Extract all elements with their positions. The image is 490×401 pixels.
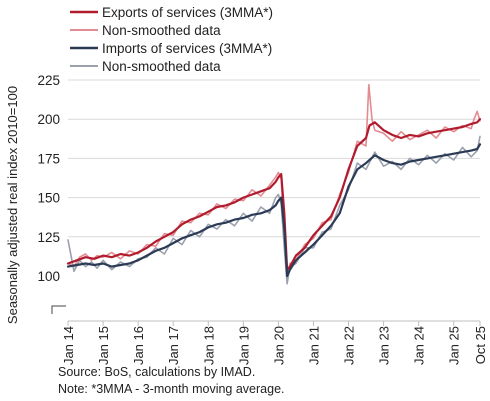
x-tick-label: Jan 17 (166, 326, 181, 365)
y-axis-label: Seasonally adjusted real index 2010=100 (5, 86, 20, 324)
legend-imports-non-smoothed-label: Non-smoothed data (102, 59, 221, 74)
y-tick-label: 225 (37, 73, 60, 88)
x-tick-label: Jan 23 (377, 326, 392, 365)
x-tick-label: Jan 22 (342, 326, 357, 365)
source-note: Source: BoS, calculations by IMAD. (58, 365, 256, 379)
x-axis: Jan 14 Jan 15 Jan 16 Jan 17 Jan 18 Jan 19 Jan … (61, 320, 488, 365)
legend-exports-3mma-label: Exports of services (3MMA*) (102, 5, 273, 20)
x-tick-label: Jan 21 (306, 326, 321, 365)
y-tick-label: 100 (37, 269, 60, 284)
footnote: Note: *3MMA - 3-month moving average. (58, 382, 285, 396)
x-tick-label: Jan 16 (131, 326, 146, 365)
exports-3mma-line (66, 118, 482, 271)
y-tick-label: 175 (37, 151, 60, 166)
y-axis: 100 125 150 175 200 225 (37, 73, 66, 314)
grid (68, 79, 480, 238)
x-tick-label: Oct 25 (473, 326, 488, 364)
x-tick-label: Jan 20 (271, 326, 286, 365)
x-tick-label: Jan 19 (236, 326, 251, 365)
axis-break-mark (51, 305, 66, 314)
series-group (66, 83, 482, 285)
x-tick-label: Jan 14 (61, 326, 76, 365)
y-tick-label: 125 (37, 230, 60, 245)
legend: Exports of services (3MMA*) Non-smoothed … (70, 5, 273, 74)
x-tick-label: Jan 24 (412, 326, 427, 365)
x-tick-label: Jan 25 (447, 326, 462, 365)
legend-imports-3mma-label: Imports of services (3MMA*) (102, 41, 272, 56)
y-tick-label: 200 (37, 112, 60, 127)
x-tick-label: Jan 15 (96, 326, 111, 365)
legend-exports-non-smoothed-label: Non-smoothed data (102, 23, 221, 38)
x-tick-label: Jan 18 (201, 326, 216, 365)
imports-3mma-line (66, 143, 482, 278)
exports-non-smoothed-line (67, 83, 481, 277)
y-tick-label: 150 (37, 191, 60, 206)
imports-non-smoothed-line (67, 135, 481, 285)
